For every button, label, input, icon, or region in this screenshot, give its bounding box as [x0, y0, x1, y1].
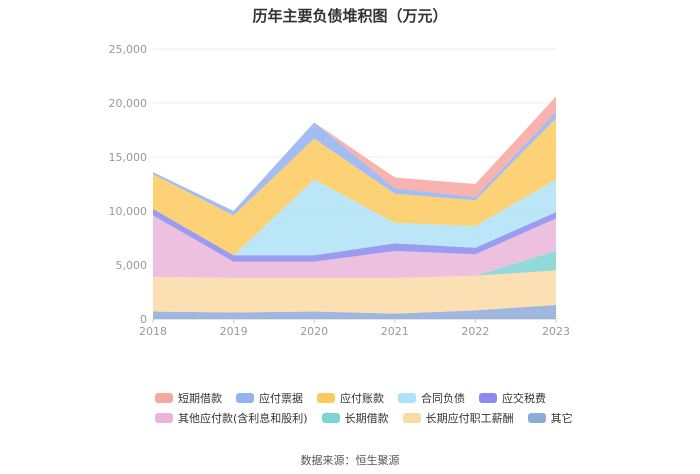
data-source-note: 数据来源：恒生聚源 — [300, 454, 400, 467]
legend-label: 长期借款 — [344, 412, 389, 425]
legend-row-1: 短期借款 应付票据 应付账款 合同负债 应交税费 — [155, 388, 575, 408]
legend-label: 短期借款 — [178, 392, 222, 405]
chart-legend: 短期借款 应付票据 应付账款 合同负债 应交税费 其他应付款(含利息和股利) 长期借款 长期… — [155, 388, 575, 428]
chart-title: 历年主要负债堆积图（万元） — [252, 7, 448, 25]
legend-item[interactable]: 其他应付款(含利息和股利) — [155, 410, 308, 426]
legend-label: 其他应付款(含利息和股利) — [178, 412, 308, 425]
x-tick-label: 2018 — [139, 325, 167, 338]
legend-item[interactable]: 其它 — [527, 410, 573, 426]
legend-label: 应交税费 — [502, 392, 546, 405]
legend-item[interactable]: 合同负债 — [398, 390, 465, 406]
y-tick-label: 5,000 — [116, 259, 148, 272]
legend-swatch — [236, 393, 254, 403]
legend-label: 应付票据 — [259, 392, 303, 405]
area-series-8 — [153, 96, 556, 211]
legend-item[interactable]: 应付票据 — [236, 390, 303, 406]
legend-swatch — [155, 413, 173, 423]
legend-swatch — [317, 393, 335, 403]
legend-item[interactable]: 长期借款 — [321, 410, 389, 426]
legend-row-2: 其他应付款(含利息和股利) 长期借款 长期应付职工薪酬 其它 — [155, 408, 575, 428]
stacked-area-chart: 0 5,000 10,000 15,000 20,000 25,000 2018 2019 20… — [109, 43, 571, 338]
x-tick-label: 2023 — [542, 325, 570, 338]
x-tick-label: 2021 — [381, 325, 409, 338]
legend-swatch — [527, 413, 546, 423]
y-tick-label: 20,000 — [109, 97, 148, 110]
x-tick-label: 2019 — [220, 325, 248, 338]
area-series-3 — [153, 215, 556, 278]
legend-item[interactable]: 短期借款 — [155, 390, 222, 406]
y-tick-label: 15,000 — [109, 151, 148, 164]
x-tick-label: 2022 — [461, 325, 489, 338]
legend-item[interactable]: 应交税费 — [479, 390, 546, 406]
legend-label: 长期应付职工薪酬 — [425, 412, 514, 425]
legend-label: 合同负债 — [421, 392, 465, 405]
y-tick-label: 10,000 — [109, 205, 148, 218]
legend-swatch — [479, 393, 497, 403]
legend-label: 应付账款 — [340, 392, 384, 405]
area-series-6 — [153, 118, 556, 256]
area-series-4 — [153, 208, 556, 262]
legend-swatch — [402, 413, 421, 423]
legend-swatch — [321, 413, 340, 423]
legend-item[interactable]: 长期应付职工薪酬 — [402, 410, 514, 426]
area-series-0 — [153, 304, 556, 319]
y-tick-label: 25,000 — [109, 43, 148, 56]
legend-item[interactable]: 应付账款 — [317, 390, 384, 406]
area-series-1 — [153, 270, 556, 314]
legend-swatch — [155, 393, 173, 403]
legend-swatch — [398, 393, 416, 403]
y-tick-label: 0 — [140, 313, 147, 326]
x-tick-label: 2020 — [300, 325, 328, 338]
legend-label: 其它 — [550, 412, 573, 425]
area-series-7 — [153, 111, 556, 216]
